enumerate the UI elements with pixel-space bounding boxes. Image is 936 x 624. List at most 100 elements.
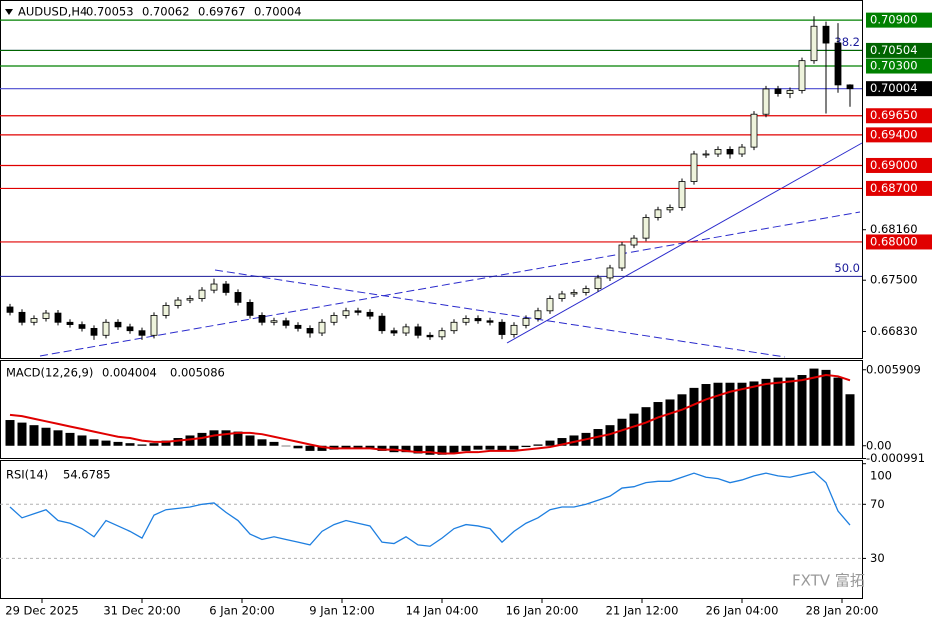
candle-body: [102, 321, 110, 336]
price-level-box: [866, 108, 932, 124]
candle-body: [834, 42, 842, 86]
candle-body: [306, 328, 314, 334]
candle-body: [846, 84, 854, 90]
price-level-box: [866, 127, 932, 143]
candle-body: [762, 88, 770, 115]
candle-body: [546, 298, 554, 312]
macd-bar: [509, 445, 519, 450]
macd-signal: [9, 374, 851, 455]
macd-bar: [185, 435, 195, 446]
price-level-label: 0.70504: [870, 43, 918, 57]
rsi-pane: [0, 460, 863, 599]
macd-bar: [41, 427, 51, 446]
candle-body: [498, 321, 506, 335]
macd-bar: [365, 445, 375, 449]
candle-body: [486, 320, 494, 323]
candle-body: [702, 153, 710, 156]
watermark: FXTV 富拓: [792, 572, 865, 590]
x-tick-label: 16 Jan 20:00: [506, 604, 579, 618]
macd-bar: [149, 443, 159, 446]
macd-bar: [845, 394, 855, 446]
candle-body: [366, 311, 374, 317]
macd-bar: [437, 445, 447, 455]
candle-body: [426, 334, 434, 338]
candle-body: [354, 310, 362, 313]
macd-bar: [137, 444, 147, 446]
ohlc-low: 0.69767: [198, 5, 246, 19]
macd-bar: [713, 382, 723, 446]
candle-body: [282, 320, 290, 326]
candle-body: [6, 306, 14, 313]
macd-bar: [269, 441, 279, 446]
macd-bar: [785, 377, 795, 446]
price-level-box: [866, 180, 932, 196]
macd-bar: [77, 435, 87, 446]
ohlc-close: 0.70004: [254, 5, 302, 19]
candle-body: [786, 90, 794, 94]
macd-bar: [53, 430, 63, 446]
macd-value: 0.004004: [102, 366, 157, 380]
macd-bar: [797, 375, 807, 446]
price-level-label: 0.68000: [870, 234, 918, 248]
macd-bar: [761, 378, 771, 446]
macd-bar: [821, 369, 831, 446]
macd-bar: [317, 445, 327, 451]
macd-bar: [533, 444, 543, 446]
price-level-label: 0.70900: [870, 13, 918, 27]
macd-bar: [557, 438, 567, 446]
candle-body: [666, 207, 674, 211]
price-level-label: 0.70004: [870, 81, 918, 95]
candle-body: [738, 146, 746, 155]
candle-body: [750, 113, 758, 148]
candle-body: [810, 25, 818, 62]
price-level-label: 0.69650: [870, 108, 918, 122]
candle-body: [642, 217, 650, 239]
macd-bar: [29, 425, 39, 446]
candle-body: [582, 288, 590, 293]
price-level-box: [866, 12, 932, 28]
ohlc-high: 0.70062: [142, 5, 190, 19]
candle-body: [90, 328, 98, 336]
candle-body: [414, 326, 422, 336]
macd-bar: [653, 402, 663, 446]
y-tick-label: -0.000991: [866, 451, 925, 465]
macd-bar: [773, 377, 783, 446]
x-tick-label: 14 Jan 04:00: [406, 604, 479, 618]
price-level-box: [866, 42, 932, 58]
candle-body: [558, 293, 566, 299]
macd-bar: [353, 445, 363, 449]
x-tick-label: 26 Jan 04:00: [706, 604, 779, 618]
macd-bar: [449, 445, 459, 454]
rsi-value: 54.6785: [63, 468, 111, 482]
macd-bar: [497, 445, 507, 451]
candle-body: [774, 88, 782, 94]
macd-name: MACD(12,26,9): [6, 366, 93, 380]
macd-bar: [281, 445, 291, 447]
y-tick-label: 70: [870, 497, 885, 511]
price-level-label: 0.68700: [870, 181, 918, 195]
macd-bar: [89, 439, 99, 446]
candle-body: [390, 330, 398, 334]
macd-bar: [617, 418, 627, 446]
candle-body: [594, 277, 602, 290]
candle-body: [654, 209, 662, 218]
macd-bar: [125, 443, 135, 446]
candle-body: [378, 315, 386, 332]
macd-bar: [665, 399, 675, 446]
macd-bar: [221, 430, 231, 446]
candle-body: [174, 299, 182, 306]
macd-signal-value: 0.005086: [170, 366, 225, 380]
candle-body: [822, 25, 830, 44]
fib-label: 50.0: [834, 261, 860, 275]
x-tick-label: 9 Jan 12:00: [309, 604, 375, 618]
macd-bar: [113, 441, 123, 446]
macd-bar: [377, 445, 387, 451]
candle-body: [690, 153, 698, 182]
rsi-name: RSI(14): [6, 468, 48, 482]
x-tick-label: 6 Jan 20:00: [209, 604, 275, 618]
macd-bar: [833, 377, 843, 446]
macd-bar: [461, 445, 471, 451]
candle-body: [138, 330, 146, 336]
trendlines: [39, 142, 863, 358]
